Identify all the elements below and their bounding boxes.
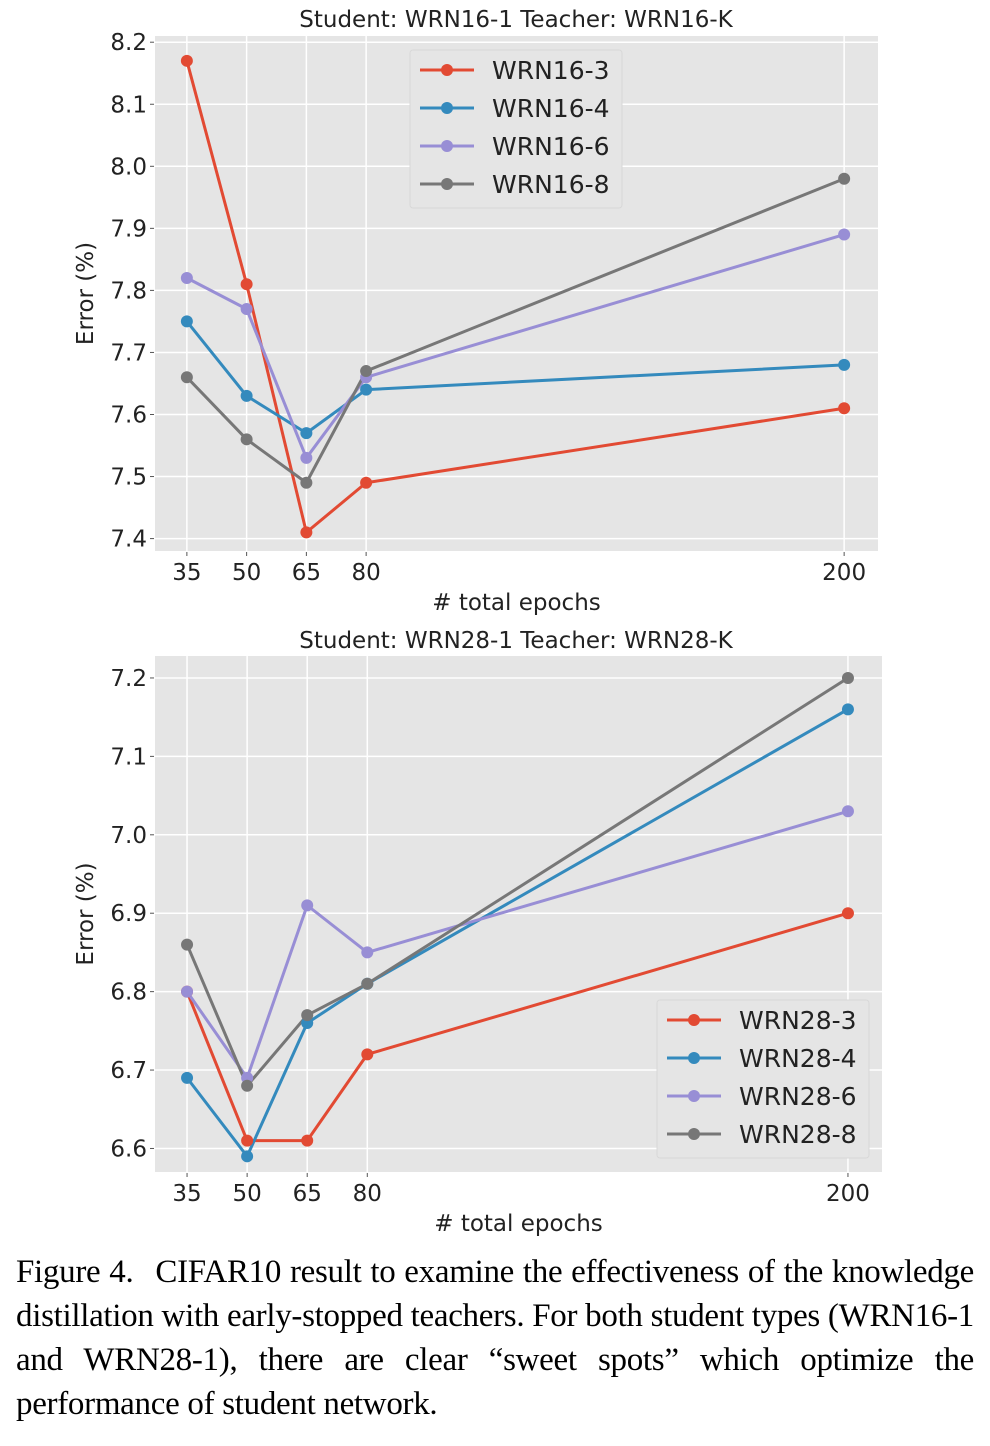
- y-tick-label: 7.9: [110, 216, 147, 242]
- data-point: [838, 228, 851, 241]
- data-point: [180, 315, 193, 328]
- data-point: [360, 365, 373, 378]
- data-point: [361, 977, 374, 990]
- data-point: [838, 402, 851, 415]
- x-tick-label: 50: [232, 560, 261, 586]
- y-tick-label: 7.0: [110, 823, 147, 849]
- data-point: [300, 526, 313, 539]
- y-tick-label: 7.5: [110, 465, 147, 491]
- x-axis: 35 50 65 80 200: [172, 552, 866, 586]
- data-point: [181, 1071, 194, 1084]
- legend-label: WRN28-4: [739, 1044, 857, 1073]
- x-tick-label: 65: [292, 560, 321, 586]
- legend-marker: [441, 64, 453, 76]
- x-tick-label: 50: [232, 1181, 261, 1207]
- data-point: [300, 476, 313, 489]
- legend: WRN28-3 WRN28-4 WRN28-6 WRN28-8: [656, 999, 870, 1159]
- y-tick-label: 6.7: [110, 1058, 147, 1084]
- x-tick-label: 35: [172, 1181, 201, 1207]
- legend-label: WRN28-3: [739, 1006, 857, 1035]
- legend-label: WRN16-6: [492, 132, 610, 161]
- y-tick-label: 8.1: [110, 92, 147, 118]
- legend-box: [409, 49, 623, 209]
- y-tick-label: 6.6: [110, 1136, 147, 1162]
- y-axis-label: Error (%): [73, 242, 99, 345]
- data-point: [240, 433, 253, 446]
- data-point: [301, 1134, 314, 1147]
- data-point: [180, 371, 193, 384]
- data-point: [841, 703, 854, 716]
- data-point: [300, 451, 313, 464]
- y-tick-label: 7.1: [110, 744, 147, 770]
- series-group: [181, 671, 854, 1163]
- y-tick-label: 6.8: [110, 980, 147, 1006]
- legend-marker: [688, 1090, 700, 1102]
- y-axis: 7.4 7.5 7.6 7.7 7.8 7.9 8.0 8.1 8.2: [110, 30, 154, 553]
- data-point: [301, 1009, 314, 1022]
- legend-marker: [688, 1052, 700, 1064]
- y-tick-label: 8.0: [110, 154, 147, 180]
- legend-label: WRN16-3: [492, 56, 610, 85]
- data-point: [841, 671, 854, 684]
- x-axis-label: # total epochs: [434, 1211, 603, 1237]
- figure-caption: Figure 4. CIFAR10 result to examine the e…: [16, 1250, 974, 1426]
- legend-marker: [688, 1128, 700, 1140]
- data-point: [241, 1079, 254, 1092]
- data-point: [180, 54, 193, 67]
- y-tick-label: 7.4: [110, 527, 147, 553]
- y-axis-label: Error (%): [73, 862, 99, 965]
- chart-title: Student: WRN16-1 Teacher: WRN16-K: [299, 7, 733, 33]
- y-tick-label: 7.8: [110, 278, 147, 304]
- legend-marker: [441, 140, 453, 152]
- legend-box: [656, 999, 870, 1159]
- x-tick-label: 35: [172, 560, 201, 586]
- x-axis-label: # total epochs: [432, 590, 601, 616]
- x-tick-label: 80: [353, 1181, 382, 1207]
- legend-label: WRN28-8: [739, 1120, 857, 1149]
- y-tick-label: 7.7: [110, 340, 147, 366]
- y-tick-label: 8.2: [110, 30, 147, 56]
- chart-bottom: Student: WRN28-1 Teacher: WRN28-K 6.6 6.7…: [73, 628, 882, 1237]
- legend-marker: [441, 178, 453, 190]
- data-point: [360, 476, 373, 489]
- legend-label: WRN28-6: [739, 1082, 857, 1111]
- legend-label: WRN16-4: [492, 94, 610, 123]
- data-point: [301, 899, 314, 912]
- data-point: [181, 938, 194, 951]
- y-tick-label: 7.6: [110, 402, 147, 428]
- figure-label: Figure 4.: [16, 1254, 134, 1290]
- data-point: [240, 278, 253, 291]
- data-point: [241, 1134, 254, 1147]
- x-axis: 35 50 65 80 200: [172, 1173, 870, 1207]
- data-point: [240, 389, 253, 402]
- series-group: [180, 54, 851, 539]
- x-tick-label: 200: [822, 560, 866, 586]
- data-point: [241, 1150, 254, 1163]
- legend-marker: [441, 102, 453, 114]
- figure: Student: WRN16-1 Teacher: WRN16-K 7.4 7.5…: [73, 7, 882, 1237]
- data-point: [180, 271, 193, 284]
- chart-title: Student: WRN28-1 Teacher: WRN28-K: [299, 628, 733, 654]
- data-point: [300, 427, 313, 440]
- data-point: [240, 303, 253, 316]
- data-point: [838, 358, 851, 371]
- data-point: [841, 805, 854, 818]
- x-tick-label: 200: [826, 1181, 870, 1207]
- data-point: [361, 1048, 374, 1061]
- y-tick-label: 6.9: [110, 901, 147, 927]
- data-point: [181, 985, 194, 998]
- data-point: [838, 172, 851, 185]
- chart-top: Student: WRN16-1 Teacher: WRN16-K 7.4 7.5…: [73, 7, 878, 616]
- data-point: [841, 907, 854, 920]
- legend: WRN16-3 WRN16-4 WRN16-6 WRN16-8: [409, 49, 623, 209]
- x-tick-label: 80: [351, 560, 380, 586]
- legend-label: WRN16-8: [492, 170, 610, 199]
- caption-text: CIFAR10 result to examine the effectiven…: [16, 1254, 974, 1422]
- legend-marker: [688, 1014, 700, 1026]
- y-tick-label: 7.2: [110, 666, 147, 692]
- data-point: [361, 946, 374, 959]
- x-tick-label: 65: [293, 1181, 322, 1207]
- data-point: [360, 383, 373, 396]
- y-axis: 6.6 6.7 6.8 6.9 7.0 7.1 7.2: [110, 666, 154, 1162]
